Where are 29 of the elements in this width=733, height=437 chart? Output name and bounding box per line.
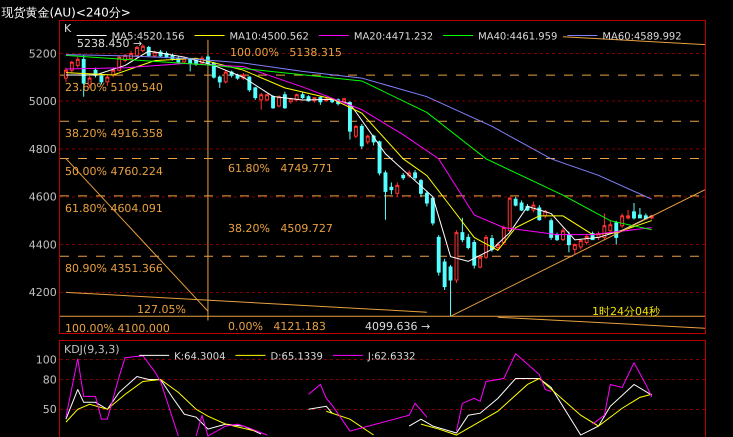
annotation: 127.05% bbox=[137, 303, 186, 316]
legend-label: MA40:4461.959 bbox=[478, 31, 558, 42]
y-tick-label: 4800 bbox=[28, 142, 57, 156]
chart-title: KDJ(9,3,3) bbox=[64, 343, 120, 356]
annotation: 100.00% 5138.315 bbox=[230, 46, 342, 59]
y-tick-label: 5200 bbox=[28, 47, 57, 60]
annotation: 61.80% 4749.771 bbox=[228, 162, 333, 175]
annotation: 38.20% 4509.727 bbox=[228, 222, 333, 235]
annotation: 4099.636 → bbox=[365, 320, 430, 333]
legend-label: D:65.1339 bbox=[270, 351, 323, 362]
y-tick-label: 80 bbox=[42, 373, 57, 386]
legend-label: MA60:4589.992 bbox=[602, 31, 682, 42]
annotation: 0.00% 4121.183 bbox=[228, 320, 326, 333]
y-tick-label: 50 bbox=[42, 403, 57, 416]
y-tick-label: 4600 bbox=[28, 190, 57, 204]
y-tick-label: 100 bbox=[36, 354, 57, 367]
y-tick-label: 5000 bbox=[28, 95, 57, 108]
legend-label: K:64.3004 bbox=[174, 351, 226, 362]
chart-title: 现货黄金(AU)<240分> bbox=[1, 6, 131, 20]
annotation: K bbox=[64, 22, 72, 35]
legend-label: MA20:4471.232 bbox=[354, 31, 434, 42]
ref-line-label: 80.90% 4351.366 bbox=[65, 262, 163, 275]
ref-line-label: 38.20% 4916.358 bbox=[65, 127, 163, 140]
y-tick-label: 4200 bbox=[28, 286, 57, 300]
ref-line-label: 100.00% 4100.000 bbox=[65, 322, 170, 335]
annotation: 1时24分04秒 bbox=[592, 305, 660, 318]
legend-label: J:62.6332 bbox=[366, 351, 416, 362]
y-tick-label: 4400 bbox=[28, 238, 57, 252]
legend-label: MA10:4500.562 bbox=[230, 31, 309, 42]
